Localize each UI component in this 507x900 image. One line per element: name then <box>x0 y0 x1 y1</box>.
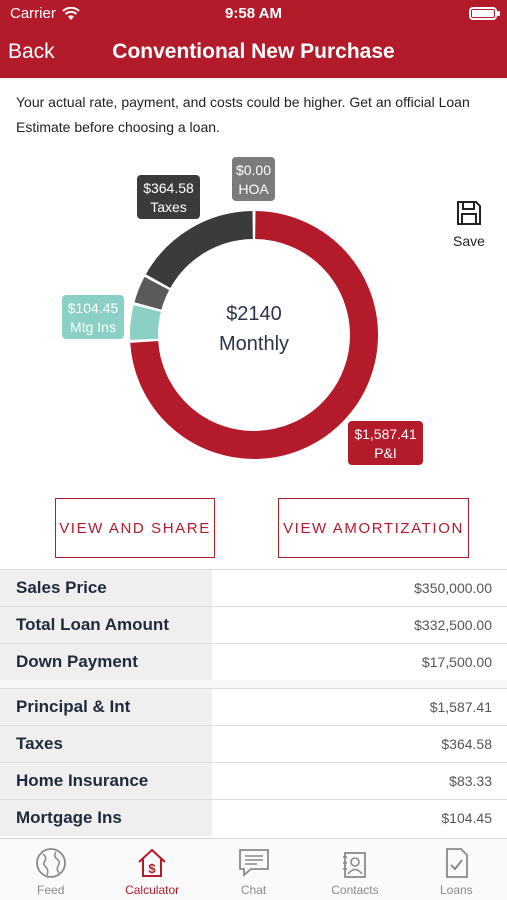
chart-center-label: Monthly <box>219 333 289 355</box>
back-button[interactable]: Back <box>8 40 55 63</box>
callout-value-mtg-ins: $104.45 <box>68 300 119 316</box>
floppy-disk-icon <box>457 201 481 225</box>
tab-feed[interactable]: Feed <box>0 839 101 900</box>
callout-hoa <box>232 157 275 201</box>
globe-icon <box>35 848 66 878</box>
chat-icon <box>238 849 269 877</box>
callout-label-taxes: Taxes <box>150 199 187 215</box>
loan-summary-table: Sales Price $350,000.00 Total Loan Amoun… <box>0 569 507 680</box>
row-value: $17,500.00 <box>421 654 492 670</box>
callout-value-p-i: $1,587.41 <box>354 426 416 442</box>
table-row: Taxes $364.58 <box>0 725 507 762</box>
callout-value-taxes: $364.58 <box>143 180 194 196</box>
table-row: Sales Price $350,000.00 <box>0 569 507 606</box>
svg-text:$: $ <box>148 861 156 876</box>
donut-slice-mtg-ins <box>130 305 161 340</box>
row-label: Home Insurance <box>0 763 212 799</box>
row-value: $350,000.00 <box>414 580 492 596</box>
row-label: Down Payment <box>0 644 212 680</box>
monthly-payment-donut-chart: $2140 Monthly $1,587.41 P&I $104.45 Mtg Ins… <box>62 157 423 465</box>
row-label: Total Loan Amount <box>0 607 212 643</box>
row-label: Sales Price <box>0 570 212 606</box>
row-label: Taxes <box>0 726 212 762</box>
callout-label-mtg-ins: Mtg Ins <box>70 319 116 335</box>
table-row: Mortgage Ins $104.45 <box>0 799 507 836</box>
callout-mtg-ins <box>62 295 124 339</box>
callout-label-p-i: P&I <box>374 445 397 461</box>
row-label: Principal & Int <box>0 689 212 725</box>
row-value: $364.58 <box>441 736 492 752</box>
carrier-indicator: Carrier <box>10 5 80 22</box>
tab-label: Loans <box>439 883 473 897</box>
callout-taxes <box>137 175 200 219</box>
page-title: Conventional New Purchase <box>112 40 395 63</box>
donut-slice-p-i <box>130 211 378 459</box>
wifi-icon <box>62 6 80 20</box>
calculator-house-icon: $ <box>138 848 166 877</box>
table-row: Down Payment $17,500.00 <box>0 643 507 680</box>
row-value: $1,587.41 <box>429 699 492 715</box>
navigation-bar: Back Conventional New Purchase <box>0 28 507 78</box>
row-value: $104.45 <box>441 810 492 826</box>
loans-icon <box>446 848 469 878</box>
tab-chat[interactable]: Chat <box>203 839 304 900</box>
callout-value-hoa: $0.00 <box>236 162 271 178</box>
tab-contacts[interactable]: Contacts <box>304 839 405 900</box>
disclaimer-text: Your actual rate, payment, and costs cou… <box>16 94 470 135</box>
callout-label-hoa: HOA <box>238 181 269 197</box>
view-and-share-button[interactable]: VIEW AND SHARE <box>55 498 215 558</box>
save-label: Save <box>453 233 485 249</box>
tab-loans[interactable]: Loans <box>406 839 507 900</box>
tab-label: Feed <box>37 883 65 897</box>
row-label: Mortgage Ins <box>0 800 212 836</box>
table-row: Home Insurance $83.33 <box>0 762 507 799</box>
save-control[interactable]: Save <box>450 200 488 249</box>
payment-breakdown-table: Principal & Int $1,587.41 Taxes $364.58 … <box>0 688 507 836</box>
table-row: Principal & Int $1,587.41 <box>0 688 507 725</box>
chart-center-value: $2140 <box>226 303 282 325</box>
donut-slice-taxes <box>145 211 254 289</box>
carrier-label: Carrier <box>10 5 56 22</box>
row-value: $83.33 <box>449 773 492 789</box>
view-amortization-button[interactable]: VIEW AMORTIZATION <box>278 498 469 558</box>
row-value: $332,500.00 <box>414 617 492 633</box>
callout-p-i <box>348 421 423 465</box>
section-divider <box>0 680 507 688</box>
tab-bar: Feed $ Calculator Chat Contacts <box>0 838 507 900</box>
battery-icon <box>469 7 500 20</box>
contacts-icon <box>342 852 366 878</box>
donut-slice-unlabeled <box>134 276 170 310</box>
tab-calculator[interactable]: $ Calculator <box>101 839 202 900</box>
tab-label: Chat <box>240 883 267 897</box>
tab-label: Calculator <box>125 883 180 897</box>
clock: 9:58 AM <box>225 5 282 22</box>
tab-label: Contacts <box>331 883 379 897</box>
status-bar: Carrier 9:58 AM <box>0 0 507 28</box>
table-row: Total Loan Amount $332,500.00 <box>0 606 507 643</box>
